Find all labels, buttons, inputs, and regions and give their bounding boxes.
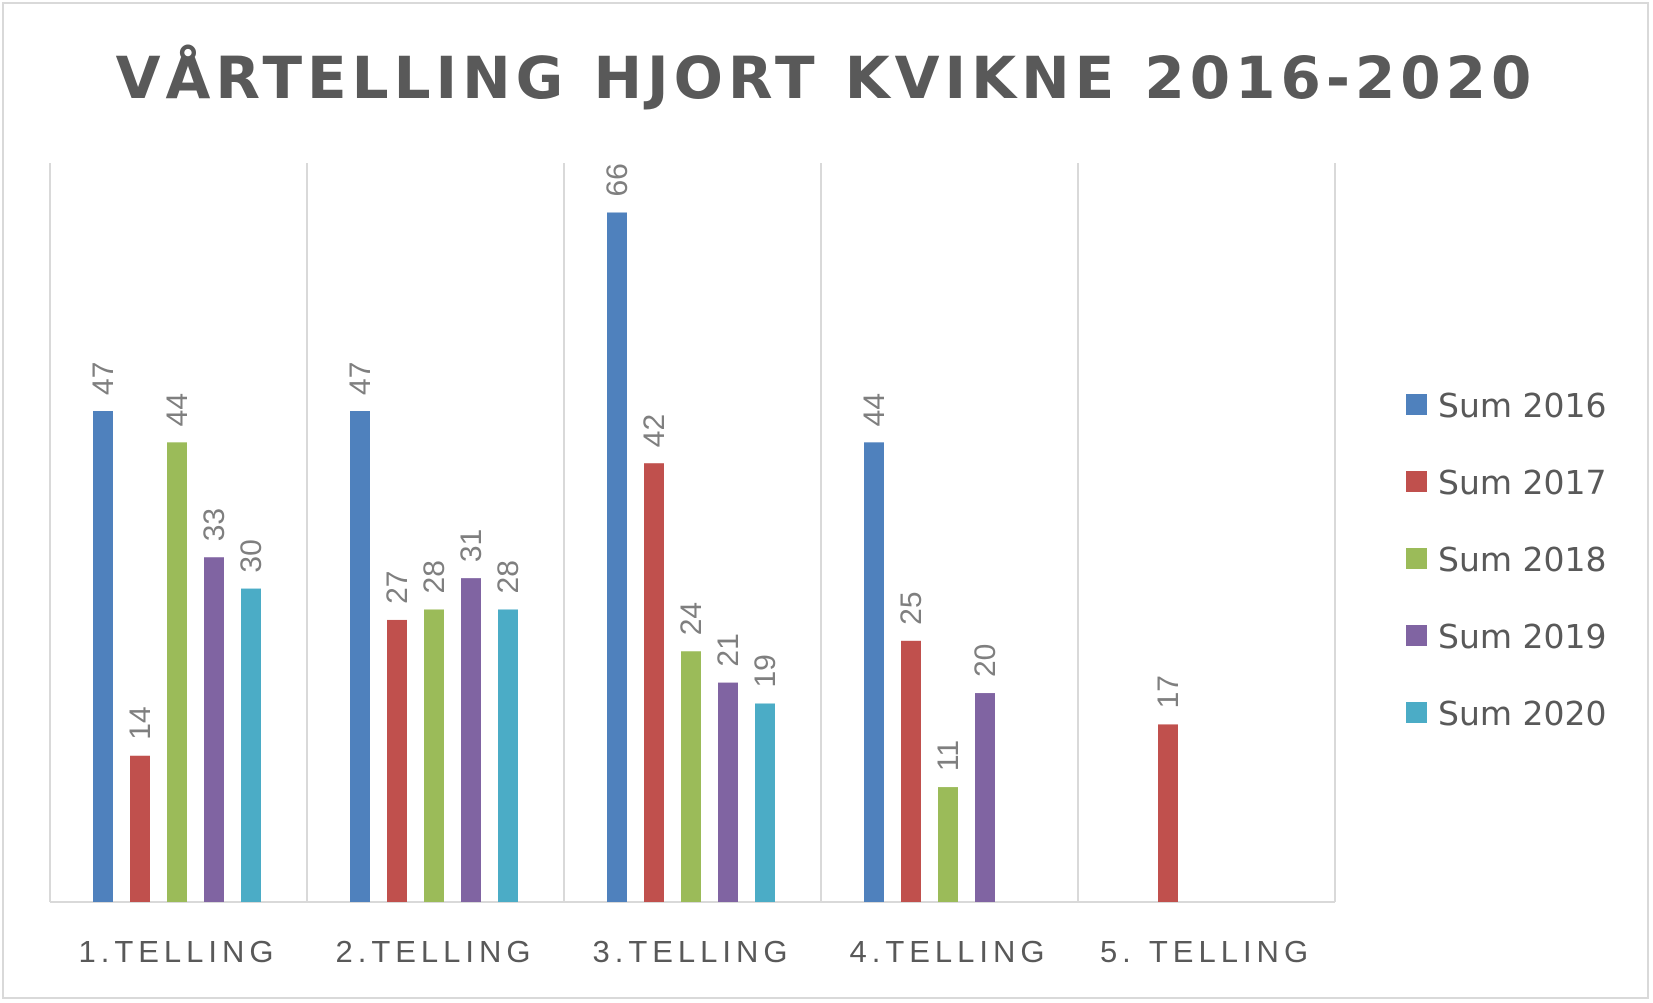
bar [901, 640, 921, 902]
bar [167, 442, 187, 902]
legend-label: Sum 2020 [1438, 694, 1606, 733]
legend-swatch [1406, 471, 1427, 492]
data-label: 21 [712, 633, 745, 666]
data-label: 66 [601, 163, 634, 196]
legend-swatch [1406, 394, 1427, 415]
legend-label: Sum 2019 [1438, 617, 1606, 656]
chart-title: VÅRTELLING HJORT KVIKNE 2016-2020 [116, 43, 1537, 112]
bar [755, 703, 775, 902]
bar [424, 609, 444, 902]
data-label: 28 [418, 560, 451, 593]
data-label: 17 [1152, 675, 1185, 708]
bar [204, 557, 224, 902]
legend-swatch [1406, 625, 1427, 646]
bar [1158, 724, 1178, 902]
data-label: 19 [749, 654, 782, 687]
bar [498, 609, 518, 902]
legend-swatch [1406, 702, 1427, 723]
chart-category-labels: 1.TELLING 2.TELLING 3.TELLING 4.TELLING 5. T… [78, 934, 1313, 969]
legend-label: Sum 2018 [1438, 540, 1606, 579]
category-label: 3.TELLING [592, 934, 792, 969]
bar [350, 410, 370, 902]
data-label: 44 [858, 393, 891, 426]
data-label: 30 [235, 539, 268, 572]
data-label: 47 [87, 362, 120, 395]
data-label: 27 [381, 571, 414, 604]
chart-legend: Sum 2016 Sum 2017 Sum 2018 Sum 2019 Sum 2020 [1406, 386, 1606, 733]
category-label: 4.TELLING [849, 934, 1049, 969]
category-label: 5. TELLING [1100, 934, 1313, 969]
data-label: 14 [124, 706, 157, 739]
bar [607, 212, 627, 902]
data-label: 31 [455, 529, 488, 562]
data-label: 42 [638, 414, 671, 447]
bar [461, 578, 481, 902]
chart-gridlines [49, 163, 1336, 903]
bar [130, 755, 150, 902]
data-label: 44 [161, 393, 194, 426]
data-label: 20 [969, 644, 1002, 677]
bar [681, 651, 701, 902]
data-label: 28 [492, 560, 525, 593]
bar [93, 410, 113, 902]
bar [644, 463, 664, 902]
legend-label: Sum 2016 [1438, 386, 1606, 425]
bar [718, 682, 738, 902]
data-label: 24 [675, 602, 708, 635]
bar [864, 442, 884, 902]
data-label: 25 [895, 591, 928, 624]
bar [938, 787, 958, 902]
legend-swatch [1406, 548, 1427, 569]
legend-label: Sum 2017 [1438, 463, 1606, 502]
category-label: 1.TELLING [78, 934, 278, 969]
category-label: 2.TELLING [335, 934, 535, 969]
bar [387, 619, 407, 902]
bar [241, 588, 261, 902]
data-label: 33 [198, 508, 231, 541]
data-label: 11 [932, 740, 965, 771]
bar [975, 693, 995, 902]
chart-bars [93, 212, 1178, 902]
data-label: 47 [344, 362, 377, 395]
